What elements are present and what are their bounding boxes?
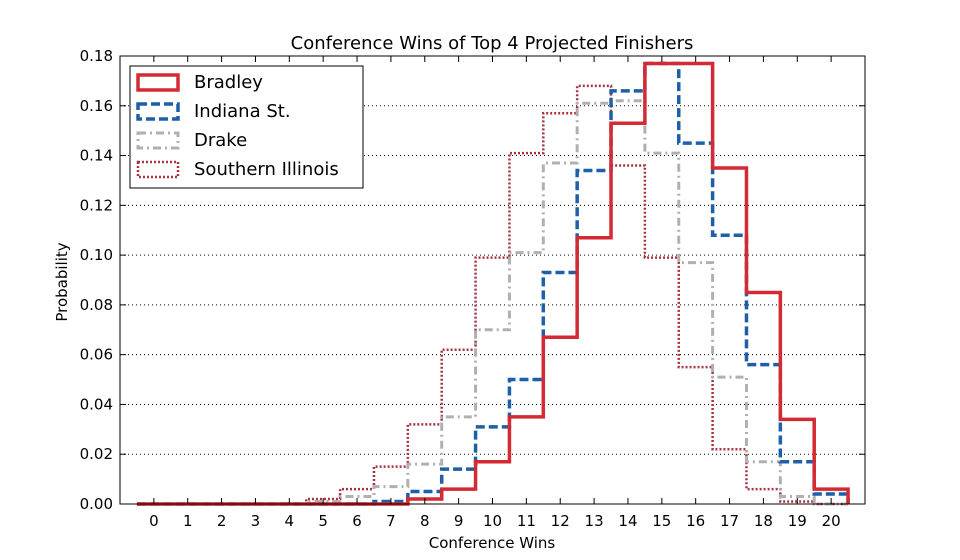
legend: Bradley Indiana St. Drake Southern Illinois: [129, 65, 364, 189]
x-tick-label: 13: [585, 512, 604, 530]
x-tick-label: 16: [686, 512, 705, 530]
x-tick-label: 17: [720, 512, 739, 530]
axes: 0.00 0.02 0.04 0.06 0.08 0.10 0.12 0.14 0.16 0.18…: [80, 47, 865, 530]
series-drake: [136, 99, 849, 506]
legend-label: Drake: [194, 130, 247, 151]
legend-swatch: [136, 160, 180, 179]
x-tick-label: 11: [517, 512, 536, 530]
y-tick-label: 0.02: [80, 445, 113, 463]
x-tick-label: 10: [483, 512, 502, 530]
x-tick-label: 2: [217, 512, 227, 530]
x-tick-label: 7: [386, 512, 396, 530]
y-tick-label: 0.18: [80, 47, 113, 65]
y-tick-label: 0.06: [80, 346, 113, 364]
y-tick-label: 0.14: [80, 147, 113, 165]
y-axis-title: Probability: [53, 242, 71, 321]
y-tick-label: 0.00: [80, 495, 113, 513]
y-tick-label: 0.04: [80, 395, 113, 413]
x-tick-label: 12: [551, 512, 570, 530]
legend-label: Indiana St.: [194, 101, 291, 122]
legend-label: Southern Illinois: [194, 159, 339, 180]
chart-title: Conference Wins of Top 4 Projected Finis…: [291, 33, 694, 54]
x-tick-label: 4: [285, 512, 295, 530]
x-tick-label: 19: [788, 512, 807, 530]
y-tick-label: 0.08: [80, 296, 113, 314]
y-tick-label: 0.10: [80, 246, 113, 264]
legend-label: Bradley: [194, 72, 263, 93]
x-tick-label: 5: [318, 512, 328, 530]
legend-swatch: [136, 102, 180, 121]
x-tick-label: 6: [352, 512, 362, 530]
y-tick-label: 0.16: [80, 97, 113, 115]
x-tick-label: 9: [454, 512, 464, 530]
legend-box: [129, 65, 364, 189]
legend-swatch: [136, 131, 180, 150]
x-tick-label: 14: [618, 512, 637, 530]
x-tick-label: 0: [149, 512, 159, 530]
x-tick-label: 15: [652, 512, 671, 530]
x-tick-label: 20: [822, 512, 841, 530]
x-tick-label: 8: [420, 512, 430, 530]
x-tick-label: 18: [754, 512, 773, 530]
series-southern-illinois: [136, 84, 849, 506]
x-tick-label: 3: [251, 512, 261, 530]
x-axis-title: Conference Wins: [429, 534, 556, 552]
legend-swatch: [136, 73, 180, 92]
x-tick-label: 1: [183, 512, 193, 530]
y-tick-label: 0.12: [80, 196, 113, 214]
